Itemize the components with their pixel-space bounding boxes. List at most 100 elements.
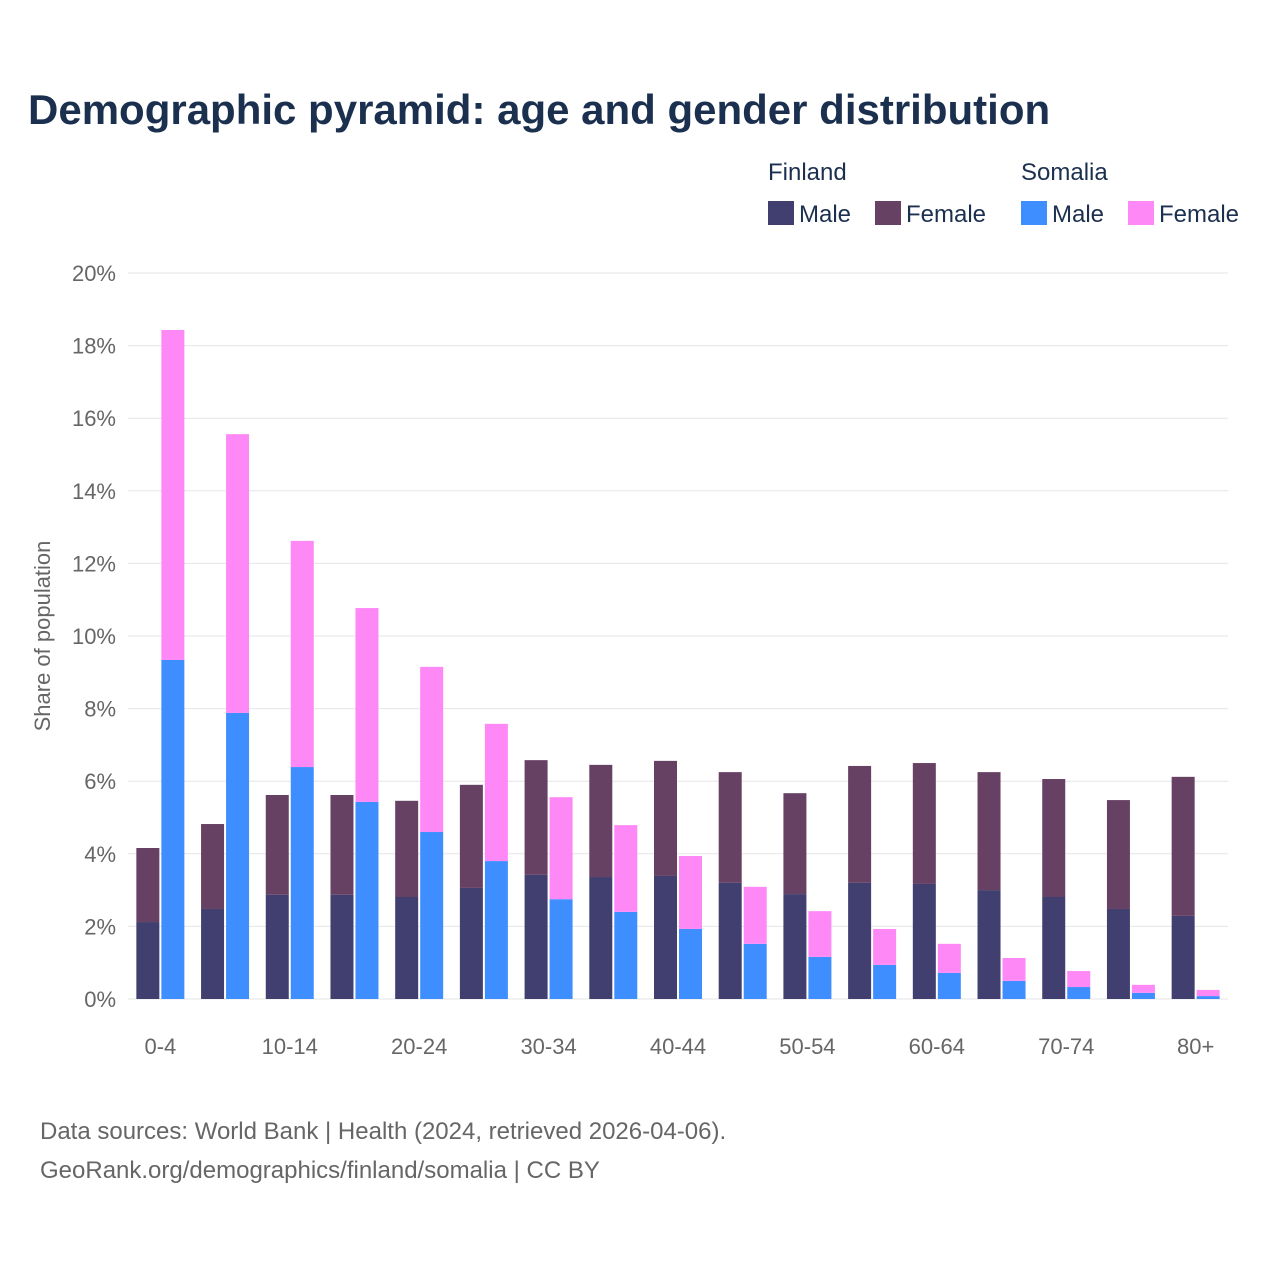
x-tick-label: 50-54 (779, 1034, 835, 1059)
x-tick-label: 60-64 (909, 1034, 965, 1059)
bar-somalia-female (873, 928, 897, 965)
bar-somalia-female (549, 797, 573, 900)
bar-finland-female (201, 824, 225, 909)
bar-finland-female (1106, 800, 1130, 909)
bar-somalia-male (743, 943, 767, 999)
bar-somalia-male (1196, 996, 1220, 999)
y-tick-label: 6% (84, 769, 116, 794)
source-line-2[interactable]: GeoRank.org/demographics/finland/somalia… (40, 1157, 600, 1184)
y-axis-ticks: 0% 2% 4% 6% 8% 10% 12% 14% 16% 18% 20% (72, 261, 116, 1012)
bar-somalia-male (161, 659, 185, 999)
legend-swatch (768, 201, 794, 225)
bar-finland-female (330, 794, 354, 895)
bar-finland-male (783, 894, 807, 999)
chart-title: Demographic pyramid: age and gender dist… (28, 86, 1050, 133)
bar-somalia-female (290, 540, 314, 768)
bar-finland-male (654, 875, 677, 999)
bar-somalia-female (614, 825, 638, 912)
y-tick-label: 20% (72, 261, 116, 286)
bar-group-35-39: 35-39 (589, 764, 638, 999)
x-axis-ticks: 0-4 10-14 20-24 30-34 40-44 50-54 60-64 70-74 80… (144, 1034, 1214, 1059)
bar-finland-female (1171, 776, 1195, 916)
bar-group-45-49: 45-49 (718, 772, 767, 999)
bar-group-65-69: 65-69 (977, 772, 1026, 999)
bar-somalia-female (161, 329, 185, 660)
bar-group-30-34: 30-34 (524, 760, 573, 999)
bar-somalia-female (226, 434, 250, 713)
bar-finland-female (848, 765, 872, 883)
bar-somalia-male (355, 801, 379, 999)
bar-group-25-29: 25-29 (459, 723, 508, 999)
bar-somalia-female (355, 608, 379, 802)
x-tick-label: 70-74 (1038, 1034, 1094, 1059)
bar-finland-female (589, 764, 613, 878)
bar-somalia-male (226, 712, 250, 999)
bar-group-70-74: 70-74 (1042, 779, 1091, 999)
x-tick-label: 20-24 (391, 1034, 447, 1059)
legend-item-finland-male: Male (799, 201, 851, 228)
source-line-1: Data sources: World Bank | Health (2024,… (40, 1118, 726, 1145)
bar-somalia-male (420, 832, 444, 999)
bar-somalia-male (808, 956, 832, 999)
y-tick-label: 16% (72, 406, 116, 431)
bar-finland-male (265, 894, 289, 999)
bar-somalia-male (549, 899, 573, 999)
bar-finland-female (977, 772, 1001, 891)
bar-finland-male (459, 887, 483, 999)
bar-finland-female (524, 760, 548, 875)
legend-item-finland-female: Female (906, 201, 986, 228)
legend: Finland Male Female Somalia Male Female (768, 159, 1239, 228)
bar-somalia-female (420, 666, 444, 833)
bar-finland-female (912, 763, 936, 884)
bar-finland-male (912, 883, 936, 999)
bar-group-50-54: 50-54 (783, 793, 832, 999)
bar-somalia-male (873, 964, 897, 999)
legend-swatch (1128, 201, 1154, 225)
bars: 0-4 5-9 10-14 15-19 20-24 25-29 30-34 35-39 40-4… (136, 329, 1220, 999)
x-tick-label: 10-14 (262, 1034, 318, 1059)
legend-item-somalia-male: Male (1052, 201, 1104, 228)
y-axis-label: Share of population (30, 541, 55, 732)
y-tick-label: 8% (84, 697, 116, 722)
bar-somalia-male (614, 911, 638, 999)
bar-group-80+: 80+ (1171, 776, 1220, 999)
bar-finland-male (1106, 908, 1130, 999)
bar-somalia-female (808, 911, 832, 957)
bar-somalia-female (743, 886, 767, 944)
legend-swatch (1021, 201, 1047, 225)
bar-finland-male (136, 922, 160, 999)
bar-finland-female (395, 800, 419, 897)
bar-somalia-female (679, 855, 702, 929)
y-tick-label: 14% (72, 479, 116, 504)
bar-group-15-19: 15-19 (330, 608, 379, 999)
bar-finland-male (395, 896, 419, 999)
legend-heading-finland: Finland (768, 159, 847, 186)
bar-finland-male (848, 882, 872, 999)
bar-somalia-female (484, 723, 508, 862)
bar-group-10-14: 10-14 (265, 540, 314, 999)
legend-swatch (875, 201, 901, 225)
bar-group-0-4: 0-4 (136, 329, 185, 999)
bar-somalia-female (1002, 957, 1026, 981)
bar-group-75-79: 75-79 (1106, 800, 1155, 999)
bar-somalia-male (290, 767, 314, 999)
legend-heading-somalia: Somalia (1021, 159, 1108, 186)
bar-finland-male (201, 908, 225, 999)
bar-finland-male (1042, 896, 1066, 999)
bar-group-60-64: 60-64 (912, 763, 961, 999)
bar-somalia-female (1131, 984, 1155, 993)
y-tick-label: 2% (84, 914, 116, 939)
bar-finland-male (589, 877, 613, 999)
bar-group-40-44: 40-44 (654, 760, 702, 999)
bar-finland-female (718, 772, 742, 883)
bar-finland-female (459, 784, 483, 888)
x-tick-label: 80+ (1177, 1034, 1214, 1059)
bar-somalia-male (1002, 980, 1026, 999)
legend-item-somalia-female: Female (1159, 201, 1239, 228)
bar-finland-female (1042, 779, 1066, 897)
bar-finland-male (977, 890, 1001, 999)
x-tick-label: 0-4 (144, 1034, 176, 1059)
bar-finland-male (524, 874, 548, 999)
bar-somalia-male (1131, 992, 1155, 999)
